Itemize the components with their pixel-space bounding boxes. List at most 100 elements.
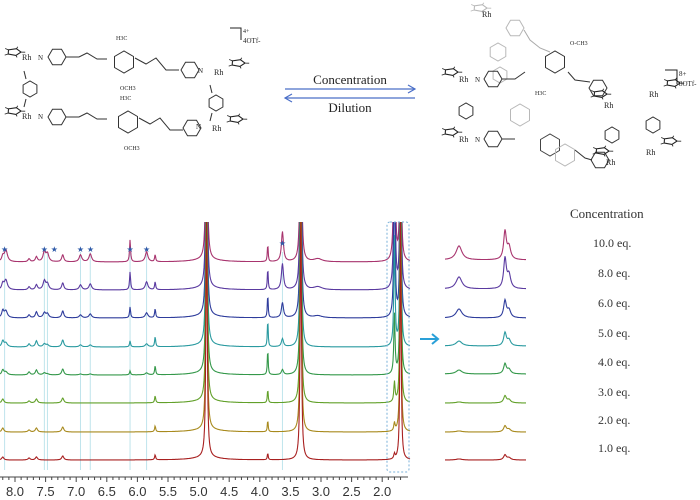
- ring: [47, 48, 67, 66]
- ring: [458, 102, 474, 120]
- marked-peak-stars: ★ ★ ★ ★ ★ ★ ★★: [1, 239, 286, 254]
- ring: [22, 80, 38, 98]
- structure-label: Rh: [22, 112, 31, 121]
- structure-label: Rh: [482, 10, 491, 19]
- ring: [545, 50, 565, 74]
- cp-star-ring: [7, 107, 22, 115]
- cp-star-ring: [229, 115, 244, 123]
- x-tick-label: 8.0: [6, 484, 24, 499]
- structure-label: OCH3: [120, 86, 136, 92]
- cp-star-ring: [593, 90, 608, 98]
- peak-marker-star: ★: [279, 239, 286, 248]
- structure-label: 8OTf-: [679, 80, 697, 88]
- cp-star-ring: [663, 137, 678, 145]
- cp-star-ring: [231, 59, 246, 67]
- inset-spectrum: [445, 394, 526, 404]
- legend-entry: 4.0 eq.: [598, 355, 631, 369]
- ring: [483, 70, 503, 88]
- x-tick-label: 6.5: [98, 484, 116, 499]
- ring: [555, 143, 575, 167]
- x-tick-label: 4.5: [220, 484, 238, 499]
- legend-entry: 10.0 eq.: [593, 236, 632, 250]
- cp-star-ring: [444, 128, 459, 136]
- inset-spectra: [444, 229, 526, 461]
- x-tick-label: 4.0: [251, 484, 269, 499]
- ring: [540, 133, 560, 157]
- ring: [604, 126, 620, 144]
- structure-label: Rh: [649, 90, 658, 99]
- cp-star-ring: [473, 4, 488, 12]
- legend-title: Concentration: [570, 206, 644, 221]
- expansion-arrow: [420, 333, 440, 345]
- structure-label: Rh: [459, 135, 468, 144]
- structure-label: 8+: [679, 70, 687, 78]
- marked-peak-guides: [4, 252, 283, 470]
- legend-entry: 2.0 eq.: [598, 413, 631, 427]
- inset-spectrum: [444, 297, 526, 319]
- legend-entry: 3.0 eq.: [598, 385, 631, 399]
- right-structure-octanuclear-interlocked: Rh O-CH3 H3C Rh N Rh N Rh Rh Rh Rh 8+ 8OTf-: [441, 2, 697, 169]
- x-tick-label: 5.0: [190, 484, 208, 499]
- ring: [182, 119, 202, 137]
- peak-marker-star: ★: [51, 245, 58, 254]
- structure-label: Rh: [604, 101, 613, 110]
- structure-label: N: [38, 54, 43, 62]
- x-tick-label: 7.0: [67, 484, 85, 499]
- ring: [47, 108, 67, 126]
- equilibrium-arrows: Concentration Dilution: [283, 72, 417, 115]
- ring: [510, 103, 530, 127]
- structure-label: O-CH3: [570, 41, 588, 47]
- peak-marker-star: ★: [143, 245, 150, 254]
- cp-star-ring: [666, 79, 681, 87]
- ring: [180, 61, 200, 79]
- structure-label: Rh: [459, 75, 468, 84]
- x-tick-label: 5.5: [159, 484, 177, 499]
- cp-star-ring: [595, 147, 610, 155]
- structure-label: N: [38, 113, 43, 121]
- ring: [505, 19, 525, 37]
- x-tick-label: 6.0: [128, 484, 146, 499]
- inset-spectrum: [445, 453, 526, 461]
- nmr-spectra: [0, 222, 411, 461]
- x-tick-label: 2.0: [373, 484, 391, 499]
- inset-spectrum: [445, 229, 526, 261]
- reverse-arrowhead: [283, 93, 293, 103]
- x-tick-label: 7.5: [37, 484, 55, 499]
- structure-label: OCH3: [124, 146, 140, 152]
- structure-label: Rh: [606, 158, 615, 167]
- structure-label: N: [475, 136, 480, 144]
- ring: [588, 79, 608, 97]
- inset-spectrum: [445, 330, 526, 347]
- legend-entry: 5.0 eq.: [598, 326, 631, 340]
- structure-label: Rh: [646, 148, 655, 157]
- x-tick-label: 3.0: [312, 484, 330, 499]
- cp-star-ring: [444, 68, 459, 76]
- peak-marker-star: ★: [87, 245, 94, 254]
- forward-arrowhead: [407, 84, 417, 94]
- reverse-label: Dilution: [328, 100, 372, 115]
- peak-marker-star: ★: [1, 245, 8, 254]
- structure-label: H3C: [535, 91, 546, 97]
- ring: [114, 50, 134, 74]
- structure-label: H3C: [116, 36, 127, 42]
- ring: [118, 110, 138, 134]
- x-axis: 8.0 7.5 7.0 6.5 6.0 5.5 5.0 4.5 4.0 3.5 3.0 2.5 2.0: [0, 476, 408, 499]
- legend-entry: 8.0 eq.: [598, 266, 631, 280]
- x-tick-label: 2.5: [343, 484, 361, 499]
- ring: [645, 116, 661, 134]
- structure-label: N: [198, 67, 203, 75]
- structure-label: Rh: [214, 68, 223, 77]
- structure-label: Rh: [212, 124, 221, 133]
- structure-label: N: [475, 76, 480, 84]
- legend-entry: 1.0 eq.: [598, 441, 631, 455]
- ring: [208, 94, 224, 112]
- x-tick-label: 3.5: [281, 484, 299, 499]
- structure-label: N: [196, 123, 201, 131]
- inset-spectrum: [445, 424, 526, 433]
- cp-star-ring: [7, 48, 22, 56]
- ring: [483, 130, 503, 148]
- inset-spectrum: [444, 362, 526, 375]
- spectrum-10eq: [0, 222, 411, 461]
- ring: [489, 42, 507, 62]
